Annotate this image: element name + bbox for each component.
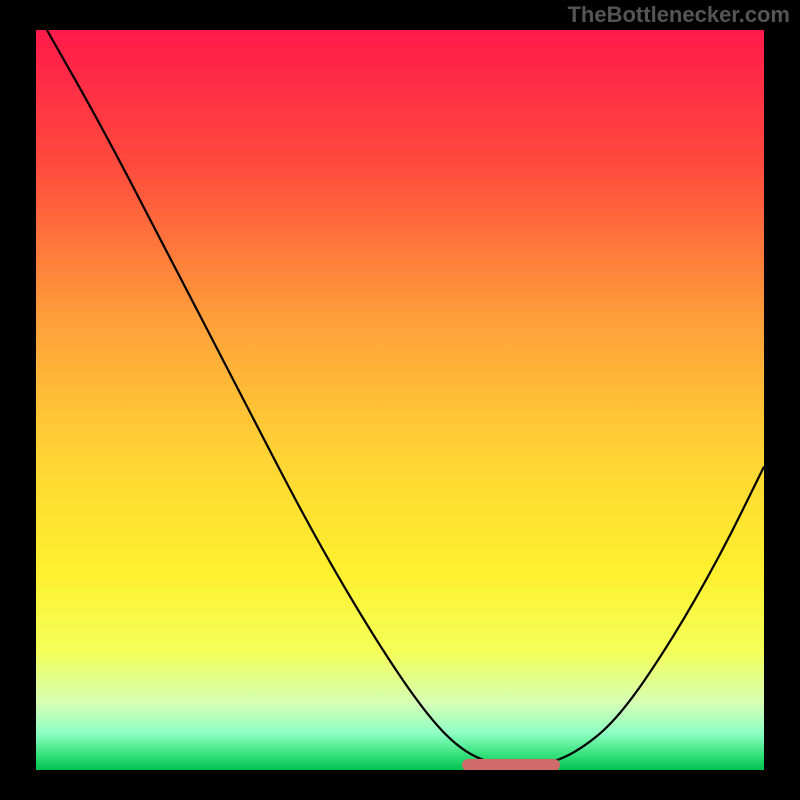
watermark-text: TheBottlenecker.com [567, 2, 790, 28]
curve-path [47, 30, 764, 766]
plot-area [36, 30, 764, 770]
bottleneck-curve [36, 30, 764, 770]
chart-container: TheBottlenecker.com [0, 0, 800, 800]
optimal-range-marker [462, 759, 560, 770]
